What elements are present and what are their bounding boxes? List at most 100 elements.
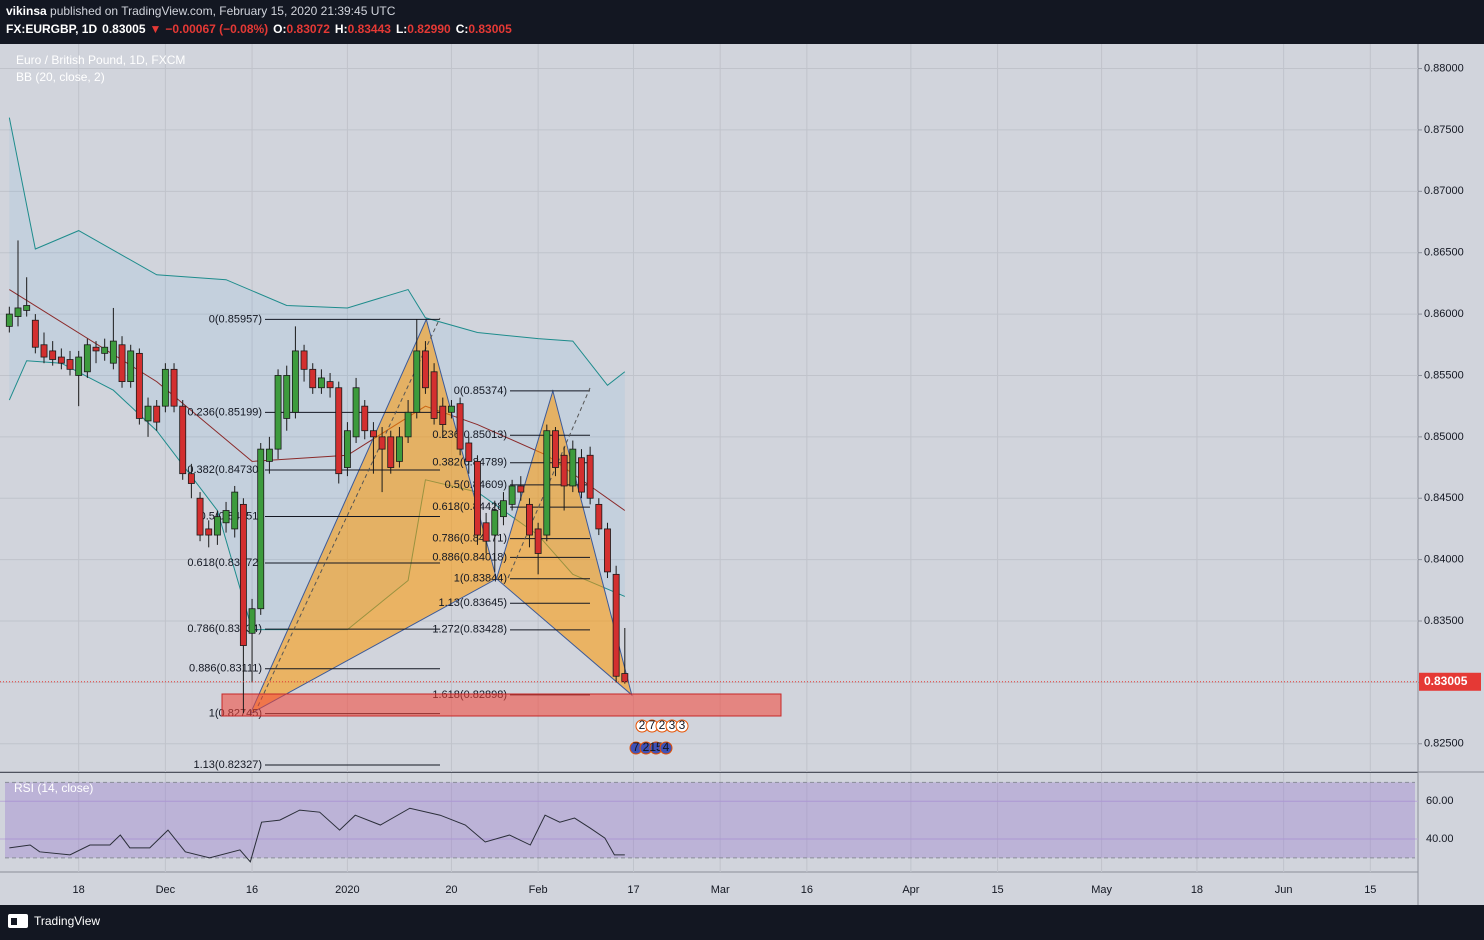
footer-bg [0,905,1484,940]
candle-body [361,405,369,432]
candle-body [526,503,533,536]
target-zone [221,693,782,717]
x-tick-label: 16 [801,884,813,896]
ohlc-key: O: [273,22,286,36]
candle-body [179,405,187,475]
candle-body [109,340,117,364]
candle-body [387,436,395,468]
candle-body [144,405,152,422]
candle-body [135,352,143,419]
candle-body [118,344,126,383]
fib-label: 0.382(0.84730) [187,464,262,476]
change: −0.00067 (−0.08%) [165,22,268,36]
y-tick-label: 0.84000 [1424,554,1464,566]
candle-body [404,411,412,438]
x-tick-label: 15 [1364,884,1376,896]
event-icon [659,741,673,755]
candle-body [153,405,161,423]
last: 0.83005 [102,22,146,36]
rsi-band [5,782,1415,858]
x-tick-label: May [1091,884,1112,896]
candle-body [491,510,499,536]
candle-body [75,356,83,376]
candle-body [369,430,377,438]
time-axis [0,872,1418,905]
plot: 0(0.85957) 0.236(0.85199) 0.382(0.84730) 0.… [0,117,1418,863]
fib-label: 0.236(0.85013) [432,429,507,441]
fib-label: 0.618(0.83972) [187,557,262,569]
header-line-1: vikinsa published on TradingView.com, Fe… [6,4,396,18]
candle-body [257,448,265,610]
candle-body [474,461,481,536]
fib-label: 0.618(0.84428) [432,501,507,513]
candle-body [534,528,542,554]
candle-body [31,319,39,348]
candle-body [595,503,603,530]
candle-body [23,305,31,311]
y-tick-label: 0.83500 [1424,615,1464,627]
y-tick-label: 0.85500 [1424,369,1464,381]
candle-body [482,522,490,542]
last-price-label: 0.83005 [1424,674,1468,688]
ohlc-value: 0.83005 [468,22,512,36]
candle-body [127,350,135,383]
candle-body [604,528,611,573]
price-axis [1418,44,1484,905]
y-tick-label: 60.00 [1426,795,1454,807]
bb-fill [9,117,625,630]
candle-body [343,430,351,468]
candle-body [239,503,247,646]
candle-body [300,350,308,370]
candle-body [335,387,343,475]
ohlc-key: L: [396,22,407,36]
price-pane [0,44,1418,772]
candle-body [413,350,421,413]
y-tick-label: 0.84500 [1424,492,1464,504]
event-count: 15 [649,740,663,754]
candle-body [170,368,178,407]
candle-body [40,344,48,358]
bb-upper [8,117,626,386]
candle-body [205,528,213,536]
candle-body [586,454,594,499]
published: published on TradingView.com, February 1… [47,4,396,18]
event-count: 7 [633,740,640,754]
candle-body [5,313,13,327]
symbol: FX:EURGBP, 1D [6,22,97,36]
x-tick-label: Apr [902,884,919,896]
y-tick-label: 0.88000 [1424,62,1464,74]
candle-body [14,307,22,317]
candle-body [101,346,109,354]
y-tick-label: 0.85000 [1424,431,1464,443]
candle-body [448,405,455,413]
candle-body [430,371,438,419]
y-tick-label: 0.86500 [1424,247,1464,259]
y-tick-label: 0.87500 [1424,124,1464,136]
candle-body [161,368,169,407]
dashed-leg [257,317,441,707]
event-count: 4 [663,740,670,754]
publisher: vikinsa [6,4,47,18]
last-price-box [1419,672,1481,691]
fib-label: 0.886(0.84018) [432,551,507,563]
fib-label: 0(0.85957) [209,313,262,325]
fib-label: 1(0.83844) [454,573,507,585]
event-count: 3 [679,718,686,732]
rsi-line [9,807,625,863]
candle-body [66,359,74,370]
ohlc-value: 0.82990 [407,22,451,36]
candle-body [465,442,473,462]
candle-body [274,375,282,450]
event-count: 2 [643,740,650,754]
grid [0,44,1418,872]
candle-body [222,510,230,524]
candle-body [560,454,568,487]
x-tick-label: 15 [991,884,1003,896]
candle-body [421,350,429,389]
fib-label: 1.13(0.82327) [194,759,263,771]
candle-body [291,350,299,413]
fib-label: 0.382(0.84789) [432,457,507,469]
candle-body [265,448,273,462]
y-tick-label: 0.82500 [1424,738,1464,750]
